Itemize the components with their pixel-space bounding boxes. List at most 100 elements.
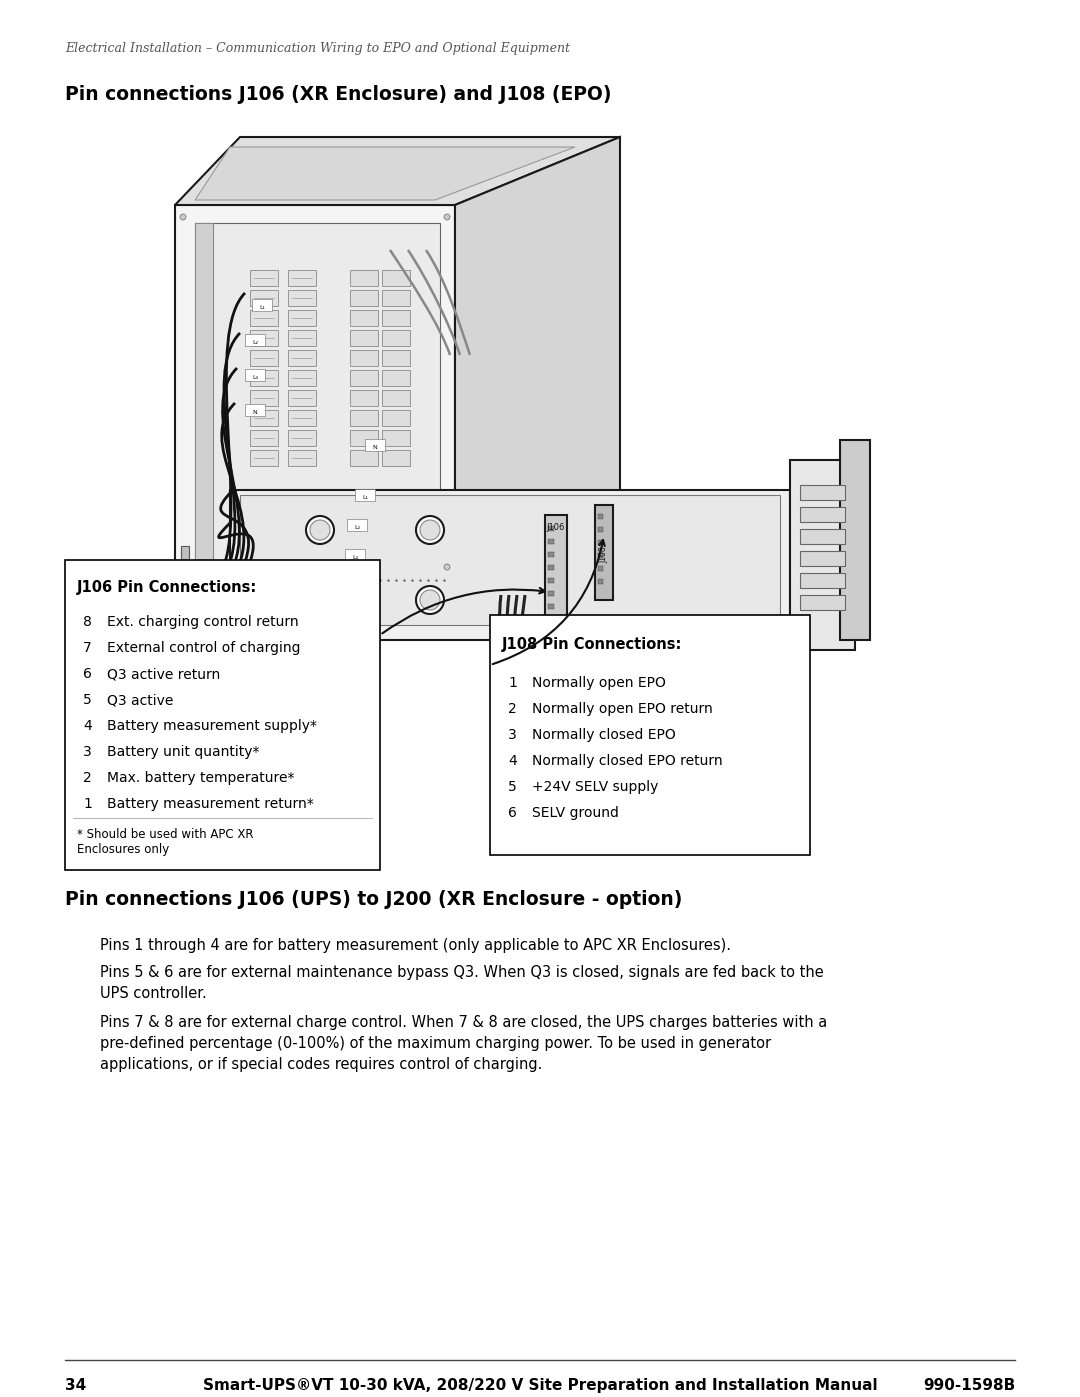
- Bar: [249, 390, 278, 407]
- Text: 990-1598B: 990-1598B: [922, 1377, 1015, 1393]
- Bar: [249, 351, 278, 366]
- Text: 2: 2: [508, 703, 516, 717]
- Bar: [350, 450, 378, 467]
- Bar: [288, 409, 316, 426]
- Text: 1: 1: [508, 676, 517, 690]
- Bar: [490, 615, 810, 855]
- FancyBboxPatch shape: [345, 549, 365, 562]
- Circle shape: [420, 520, 440, 541]
- Bar: [382, 430, 410, 446]
- Bar: [249, 450, 278, 467]
- Bar: [382, 330, 410, 346]
- Bar: [382, 370, 410, 386]
- Bar: [288, 310, 316, 326]
- Text: 6: 6: [508, 806, 517, 820]
- Circle shape: [444, 564, 450, 570]
- Bar: [249, 291, 278, 306]
- Bar: [800, 573, 845, 588]
- Text: L₁: L₁: [259, 305, 265, 310]
- Text: L₂: L₂: [252, 339, 258, 345]
- Text: 7: 7: [83, 641, 92, 655]
- Circle shape: [180, 214, 186, 219]
- Bar: [382, 409, 410, 426]
- Bar: [382, 390, 410, 407]
- Bar: [548, 604, 554, 609]
- Text: J106: J106: [546, 522, 565, 532]
- Text: J108 Pin Connections:: J108 Pin Connections:: [502, 637, 683, 652]
- Bar: [598, 527, 603, 532]
- Text: Pin connections J106 (XR Enclosure) and J108 (EPO): Pin connections J106 (XR Enclosure) and …: [65, 85, 611, 103]
- Bar: [195, 224, 213, 574]
- Bar: [548, 539, 554, 543]
- Bar: [249, 430, 278, 446]
- Text: J106 Pin Connections:: J106 Pin Connections:: [77, 580, 257, 595]
- Text: Smart-UPS®VT 10-30 kVA, 208/220 V Site Preparation and Installation Manual: Smart-UPS®VT 10-30 kVA, 208/220 V Site P…: [203, 1377, 877, 1393]
- FancyBboxPatch shape: [355, 489, 375, 502]
- Circle shape: [310, 590, 330, 610]
- Text: J108: J108: [599, 546, 608, 563]
- Bar: [800, 507, 845, 522]
- Bar: [382, 351, 410, 366]
- Text: External control of charging: External control of charging: [107, 641, 300, 655]
- Bar: [249, 409, 278, 426]
- Bar: [382, 310, 410, 326]
- Bar: [249, 370, 278, 386]
- Bar: [840, 440, 870, 640]
- Bar: [350, 351, 378, 366]
- FancyBboxPatch shape: [347, 520, 367, 531]
- Text: Max. battery temperature*: Max. battery temperature*: [107, 771, 295, 785]
- Bar: [288, 351, 316, 366]
- Text: N: N: [253, 409, 257, 415]
- Text: L₁: L₁: [362, 495, 368, 500]
- Circle shape: [416, 585, 444, 615]
- Bar: [350, 409, 378, 426]
- Bar: [288, 450, 316, 467]
- Bar: [288, 270, 316, 286]
- Bar: [65, 560, 380, 870]
- Text: 5: 5: [508, 780, 516, 793]
- Circle shape: [444, 214, 450, 219]
- Text: SELV ground: SELV ground: [532, 806, 619, 820]
- Text: Battery measurement return*: Battery measurement return*: [107, 798, 314, 812]
- Bar: [175, 576, 455, 587]
- Text: 6: 6: [83, 666, 92, 680]
- Bar: [249, 310, 278, 326]
- Bar: [382, 270, 410, 286]
- Bar: [195, 224, 440, 574]
- FancyBboxPatch shape: [245, 334, 265, 346]
- Bar: [548, 591, 554, 597]
- FancyBboxPatch shape: [365, 439, 384, 451]
- Text: Normally closed EPO return: Normally closed EPO return: [532, 754, 723, 768]
- Text: 34: 34: [65, 1377, 86, 1393]
- Circle shape: [420, 590, 440, 610]
- Bar: [545, 515, 567, 630]
- Bar: [548, 578, 554, 583]
- Text: Ext. charging control return: Ext. charging control return: [107, 615, 299, 629]
- Circle shape: [180, 564, 186, 570]
- Bar: [598, 514, 603, 520]
- Bar: [288, 430, 316, 446]
- Bar: [181, 546, 189, 585]
- Text: 3: 3: [83, 745, 92, 759]
- Polygon shape: [455, 137, 620, 583]
- Bar: [800, 529, 845, 543]
- Bar: [350, 330, 378, 346]
- Text: 4: 4: [83, 719, 92, 733]
- Bar: [789, 460, 855, 650]
- Bar: [598, 566, 603, 571]
- FancyBboxPatch shape: [245, 369, 265, 381]
- Text: L₃: L₃: [352, 555, 357, 560]
- Text: N: N: [373, 446, 377, 450]
- Text: 2: 2: [83, 771, 92, 785]
- Text: Pins 5 & 6 are for external maintenance bypass Q3. When Q3 is closed, signals ar: Pins 5 & 6 are for external maintenance …: [100, 965, 824, 981]
- Text: Battery measurement supply*: Battery measurement supply*: [107, 719, 318, 733]
- Polygon shape: [175, 137, 620, 205]
- Bar: [165, 583, 465, 612]
- Text: Pins 7 & 8 are for external charge control. When 7 & 8 are closed, the UPS charg: Pins 7 & 8 are for external charge contr…: [100, 1016, 827, 1030]
- Text: * Should be used with APC XR
Enclosures only: * Should be used with APC XR Enclosures …: [77, 828, 254, 856]
- Bar: [548, 564, 554, 570]
- Bar: [288, 370, 316, 386]
- Bar: [598, 578, 603, 584]
- Text: Normally open EPO return: Normally open EPO return: [532, 703, 713, 717]
- Circle shape: [306, 515, 334, 543]
